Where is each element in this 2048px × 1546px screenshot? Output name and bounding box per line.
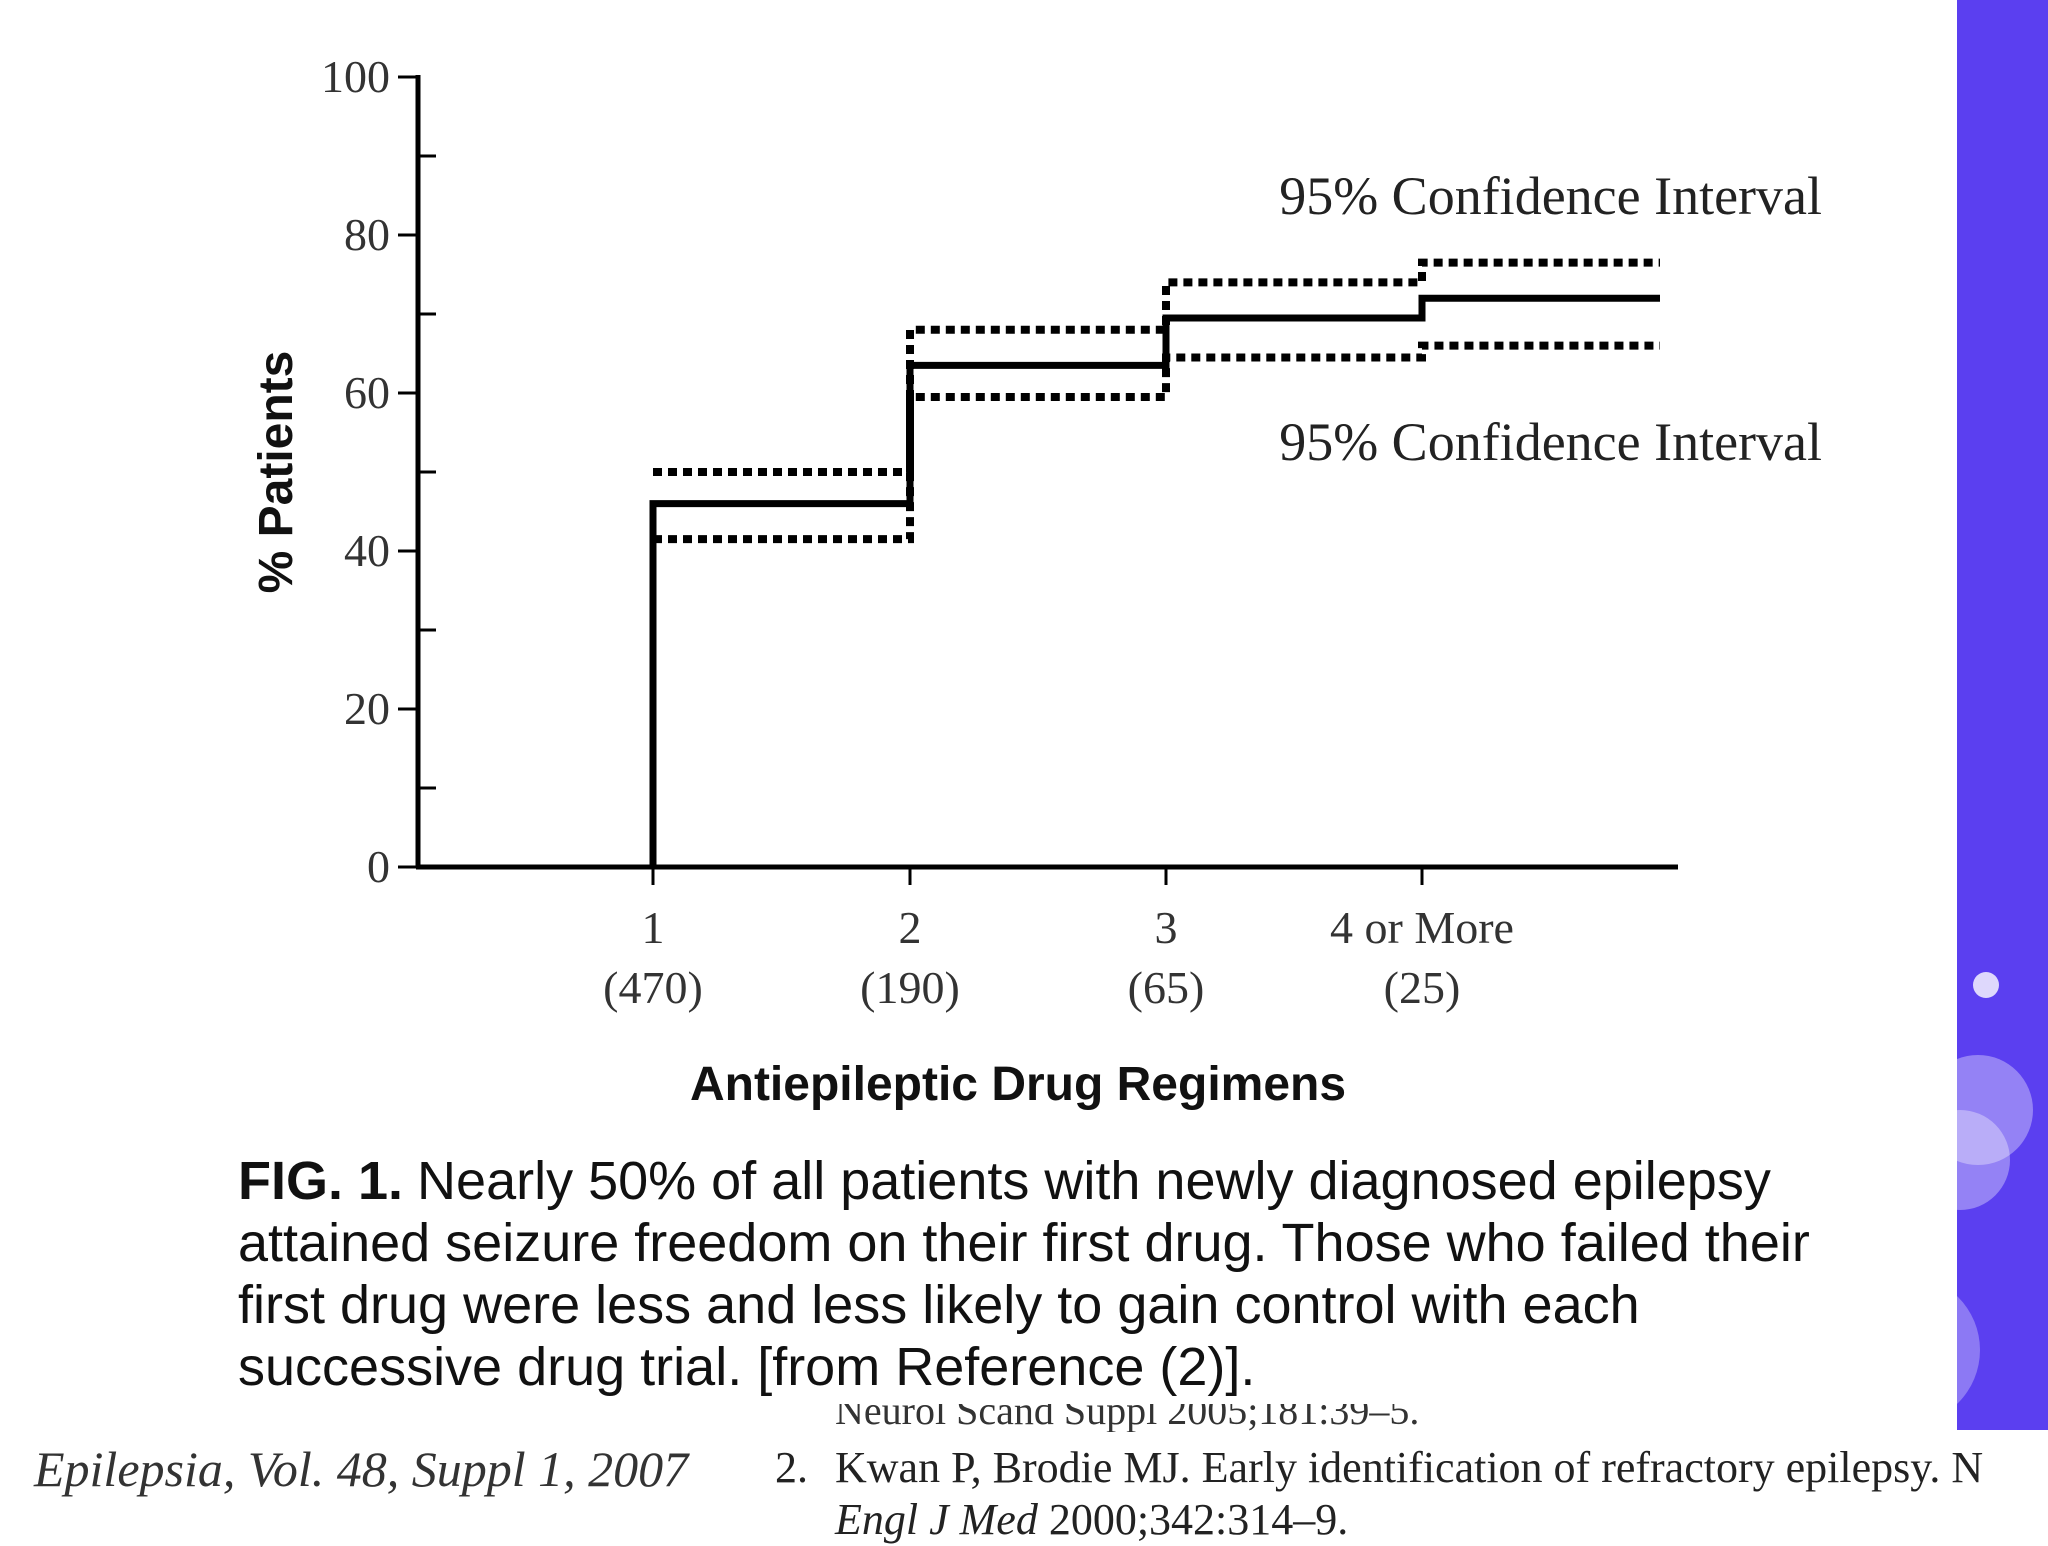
y-tick-label: 40 — [344, 525, 390, 576]
y-tick-label: 60 — [344, 367, 390, 418]
x-tick-count: (65) — [1128, 962, 1205, 1013]
x-tick-count: (25) — [1384, 962, 1461, 1013]
decor-dot — [1973, 972, 1999, 998]
x-axis-title: Antiepileptic Drug Regimens — [690, 1058, 1346, 1111]
chart-labels: 0 20 40 60 80 100 1 (470) 2 (190) 3 (65) 4 or More (2… — [250, 51, 1822, 1111]
estimate-line — [649, 294, 1660, 867]
decor-bubble — [1910, 1110, 2010, 1210]
figure-caption: FIG. 1. Nearly 50% of all patients with n… — [238, 1150, 1838, 1398]
x-tick-label: 3 — [1155, 902, 1178, 953]
journal-citation: Epilepsia, Vol. 48, Suppl 1, 2007 — [34, 1441, 689, 1497]
y-tick-label: 20 — [344, 683, 390, 734]
caption-text: Nearly 50% of all patients with newly di… — [238, 1151, 1810, 1397]
accent-band — [1957, 0, 2048, 1430]
reference-line-1: Kwan P, Brodie MJ. Early identification … — [835, 1443, 1984, 1492]
decor-bubble — [1830, 1275, 1980, 1425]
reference-entry: 2. Kwan P, Brodie MJ. Early identificatio… — [775, 1442, 2025, 1546]
y-tick-label: 80 — [344, 209, 390, 260]
y-tick-label: 0 — [367, 841, 390, 892]
figure-label: FIG. 1. — [238, 1151, 404, 1211]
reference-number: 2. — [775, 1443, 808, 1492]
x-tick-label: 1 — [642, 902, 665, 953]
clipped-reference-line: Neurol Scand Suppl 2005;181:39–5. — [835, 1404, 1420, 1432]
x-tick-label: 2 — [899, 902, 922, 953]
confidence-interval-annotation: 95% Confidence Interval — [1279, 166, 1822, 226]
y-tick-label: 100 — [321, 51, 390, 102]
x-tick-count: (190) — [860, 962, 960, 1013]
lower-confidence-line — [653, 341, 1660, 544]
x-tick-count: (470) — [603, 962, 703, 1013]
reference-line-2: 2000;342:314–9. — [1048, 1495, 1349, 1544]
chart-series — [649, 258, 1660, 867]
decor-bubble — [1923, 1055, 2033, 1165]
y-axis-title: % Patients — [250, 351, 303, 594]
x-tick-label: 4 or More — [1330, 902, 1514, 953]
reference-journal: Engl J Med — [835, 1495, 1038, 1544]
chart-axes — [398, 75, 1678, 885]
confidence-interval-annotation: 95% Confidence Interval — [1279, 412, 1822, 472]
upper-confidence-line — [653, 258, 1660, 476]
